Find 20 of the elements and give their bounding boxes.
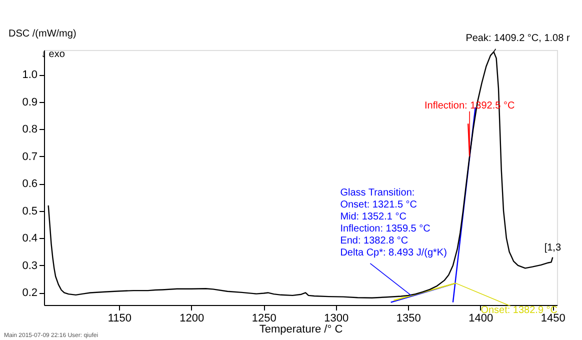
y-tick-label: 0.5 [22, 205, 38, 218]
x-tick-label: 1150 [108, 312, 132, 324]
y-tick-label: 0.9 [22, 96, 38, 108]
x-tick-label: 1350 [396, 312, 421, 324]
x-tick-label: 1200 [180, 312, 204, 324]
annotation: Glass Transition: Onset: 1321.5 °C Mid: 1352.1 °C Inflection: 1359.5 °C End: 1382.8 °C Delta Cp*: 8.493 J/(g*K) [340, 187, 447, 258]
y-tick-label: 0.6 [22, 178, 38, 190]
x-tick-label: 1300 [324, 312, 349, 324]
annotation: Peak: 1409.2 °C, 1.08 r [466, 32, 570, 44]
y-tick-label: 0.7 [22, 150, 38, 163]
x-tick-label: 1400 [468, 312, 494, 324]
y-tick-label: 0.8 [22, 124, 38, 136]
x-tick-label: 1250 [252, 312, 276, 324]
x-axis-title: Temperature /° C [259, 324, 343, 336]
y-tick-label: 1.0 [22, 69, 38, 82]
y-axis-title: DSC /(mW/mg) [8, 28, 76, 40]
y-tick-label: 0.3 [22, 260, 38, 272]
annotation: [1,3 [544, 242, 562, 254]
y-tick-label: 0.2 [22, 287, 38, 300]
y-tick-label: 0.4 [22, 232, 38, 245]
